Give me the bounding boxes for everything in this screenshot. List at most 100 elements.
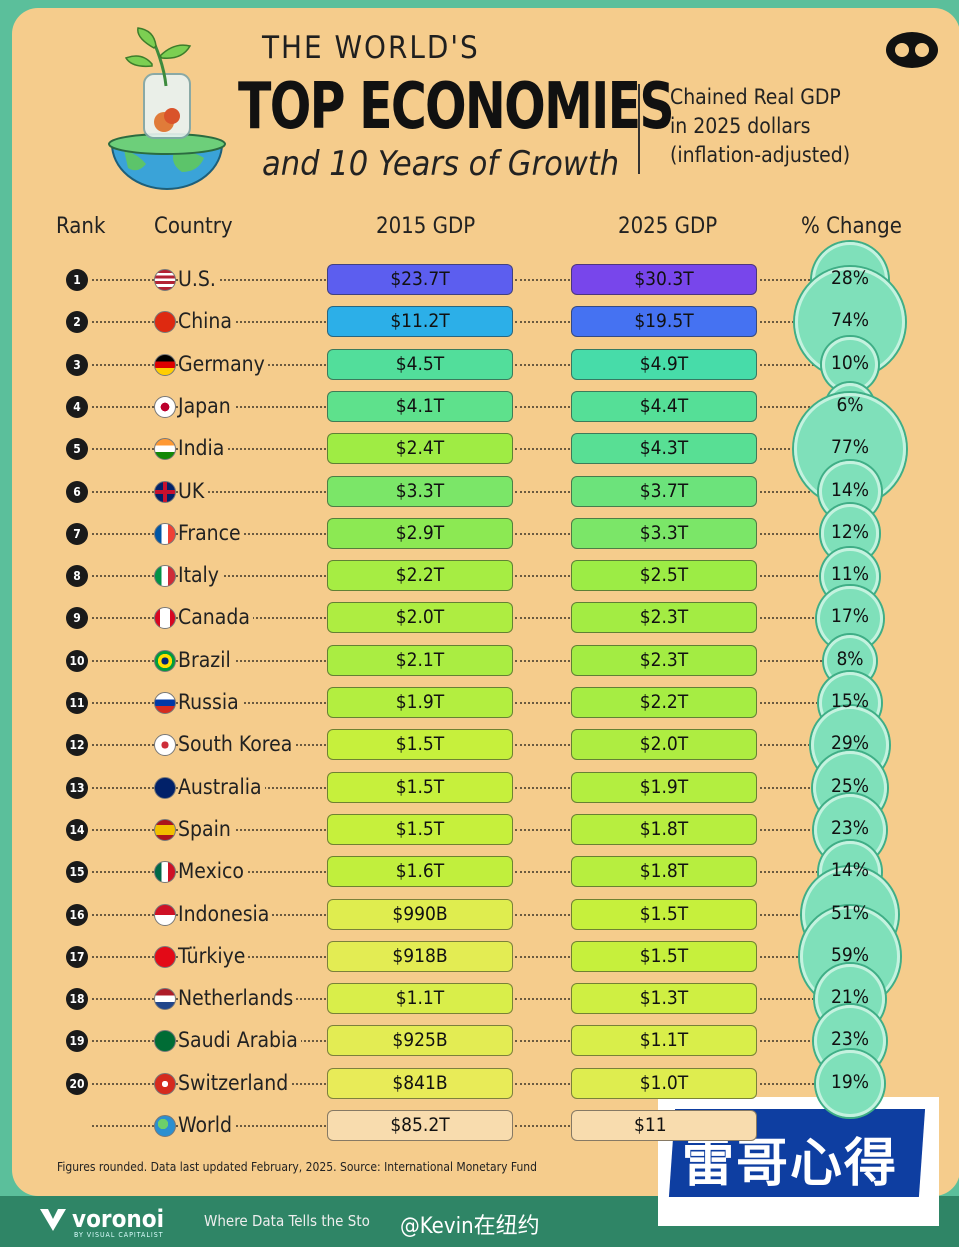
- dotted-leader: [760, 998, 830, 1001]
- gdp-2025-bar: $2.2T: [571, 687, 757, 718]
- gdp-2025-bar: $4.4T: [571, 390, 757, 422]
- rank-badge: 18: [66, 988, 88, 1011]
- dotted-leader: [515, 448, 570, 451]
- table-row: 8 Italy $2.2T $2.5T 11%: [0, 547, 959, 605]
- pct-change-label: 10%: [831, 351, 869, 374]
- world-row: World $85.2T $11: [0, 1107, 959, 1145]
- ru-flag: [154, 692, 176, 714]
- id-flag: [154, 903, 176, 926]
- table-row: 11 Russia $1.9T $2.2T 15%: [0, 671, 959, 735]
- dotted-leader: [515, 702, 570, 704]
- in-flag: [154, 438, 176, 461]
- footer-tagline: Where Data Tells the Sto: [204, 1212, 370, 1230]
- us-flag: [154, 269, 176, 291]
- table-row: 19 Saudi Arabia $925B $1.1T 23%: [0, 1005, 959, 1078]
- gdp-2025-bar: $1.1T: [571, 1025, 757, 1057]
- ca-flag: [154, 607, 176, 630]
- pct-change-label: 14%: [831, 478, 869, 501]
- subtitle-line3: (inflation-adjusted): [670, 143, 851, 167]
- title-line2: TOP ECONOMIES: [238, 70, 675, 144]
- country-name: World: [178, 1113, 236, 1137]
- br-flag: [154, 649, 176, 672]
- dotted-leader: [515, 363, 570, 366]
- plant-globe-illustration: [108, 27, 226, 190]
- gdp-2015-bar: $3.3T: [327, 475, 513, 507]
- gdp-2015-bar: $990B: [327, 898, 513, 930]
- country-name: Saudi Arabia: [178, 1028, 301, 1053]
- dotted-leader: [515, 998, 570, 1001]
- country-name: Türkiye: [178, 943, 249, 968]
- gdp-2015-bar: $2.9T: [327, 517, 513, 549]
- fr-flag: [154, 522, 176, 545]
- rank-badge: 17: [66, 945, 88, 968]
- gdp-2025-bar: $11: [571, 1110, 757, 1141]
- rank-badge: 5: [66, 438, 88, 461]
- header-2025-gdp: 2025 GDP: [618, 214, 718, 239]
- dotted-leader: [515, 913, 570, 916]
- header-rank: Rank: [56, 214, 106, 239]
- table-row: 1 U.S. $23.7T $30.3T 28%: [0, 241, 959, 319]
- voronoi-brand: voronoi: [72, 1205, 165, 1233]
- table-row: 4 Japan $4.1T $4.4T 6%: [0, 382, 959, 432]
- header-pct-change: % Change: [801, 214, 902, 239]
- pct-change-label: 29%: [831, 732, 869, 755]
- watermark-badge-text: 雷哥心得: [682, 1134, 899, 1194]
- voronoi-logo-icon: [40, 1209, 66, 1231]
- cn-flag: [154, 311, 176, 334]
- rank-badge: 8: [66, 565, 88, 588]
- dotted-leader: [515, 744, 570, 747]
- table-row: 12 South Korea $1.5T $2.0T 29%: [0, 706, 959, 785]
- gdp-2025-bar: $2.3T: [571, 644, 757, 676]
- dotted-leader: [760, 913, 830, 916]
- gdp-2015-bar: $1.9T: [327, 687, 513, 718]
- pct-change-label: 12%: [831, 520, 869, 543]
- table-row: 10 Brazil $2.1T $2.3T 8%: [0, 634, 959, 687]
- country-name: Mexico: [178, 859, 247, 884]
- dotted-leader: [760, 1040, 830, 1043]
- dotted-leader: [515, 828, 570, 831]
- header-2015-gdp: 2015 GDP: [376, 214, 476, 239]
- au-flag: [154, 776, 176, 799]
- rank-badge: 4: [66, 395, 88, 418]
- country-name: Italy: [178, 563, 222, 588]
- country-name: India: [178, 436, 228, 461]
- table-row: 3 Germany $4.5T $4.9T 10%: [0, 336, 959, 393]
- dotted-leader: [760, 955, 830, 958]
- dotted-leader: [760, 744, 830, 747]
- dotted-leader: [760, 871, 830, 874]
- gdp-2015-bar: $2.0T: [327, 602, 513, 634]
- dotted-leader: [515, 659, 570, 662]
- dotted-leader: [515, 617, 570, 620]
- dotted-leader: [760, 490, 830, 493]
- gdp-2025-bar: $2.5T: [571, 560, 757, 592]
- gdp-2015-bar: $11.2T: [327, 306, 513, 338]
- rank-badge: 14: [66, 818, 88, 841]
- weibo-watermark: @Kevin在纽约: [400, 1214, 540, 1239]
- gdp-2015-bar: $23.7T: [327, 264, 513, 295]
- kr-flag: [154, 734, 176, 757]
- table-row: 9 Canada $2.0T $2.3T 17%: [0, 585, 959, 651]
- pct-change-label: 25%: [831, 774, 869, 797]
- gdp-2015-bar: $85.2T: [327, 1110, 513, 1141]
- dotted-leader: [515, 786, 570, 789]
- dotted-leader: [760, 659, 830, 662]
- header-country: Country: [154, 214, 233, 239]
- pct-change-label: 19%: [831, 1070, 869, 1093]
- world-globe-icon: [154, 1115, 176, 1137]
- gdp-2025-bar: $1.3T: [571, 983, 757, 1015]
- gdp-2015-bar: $2.4T: [327, 433, 513, 465]
- ch-flag: [154, 1072, 176, 1095]
- rank-badge: 11: [66, 692, 88, 714]
- gdp-2015-bar: $918B: [327, 940, 513, 972]
- rank-badge: 2: [66, 311, 88, 334]
- gdp-2015-bar: $4.5T: [327, 348, 513, 380]
- pct-change-label: 14%: [831, 859, 869, 882]
- dotted-leader: [760, 279, 830, 281]
- title-divider: [638, 84, 640, 174]
- rank-badge: 1: [66, 269, 88, 291]
- gdp-2025-bar: $30.3T: [571, 264, 757, 295]
- table-row: 7 France $2.9T $3.3T 12%: [0, 504, 959, 564]
- pct-change-label: 74%: [831, 309, 869, 332]
- country-name: Spain: [178, 816, 234, 841]
- gdp-2025-bar: $2.0T: [571, 729, 757, 761]
